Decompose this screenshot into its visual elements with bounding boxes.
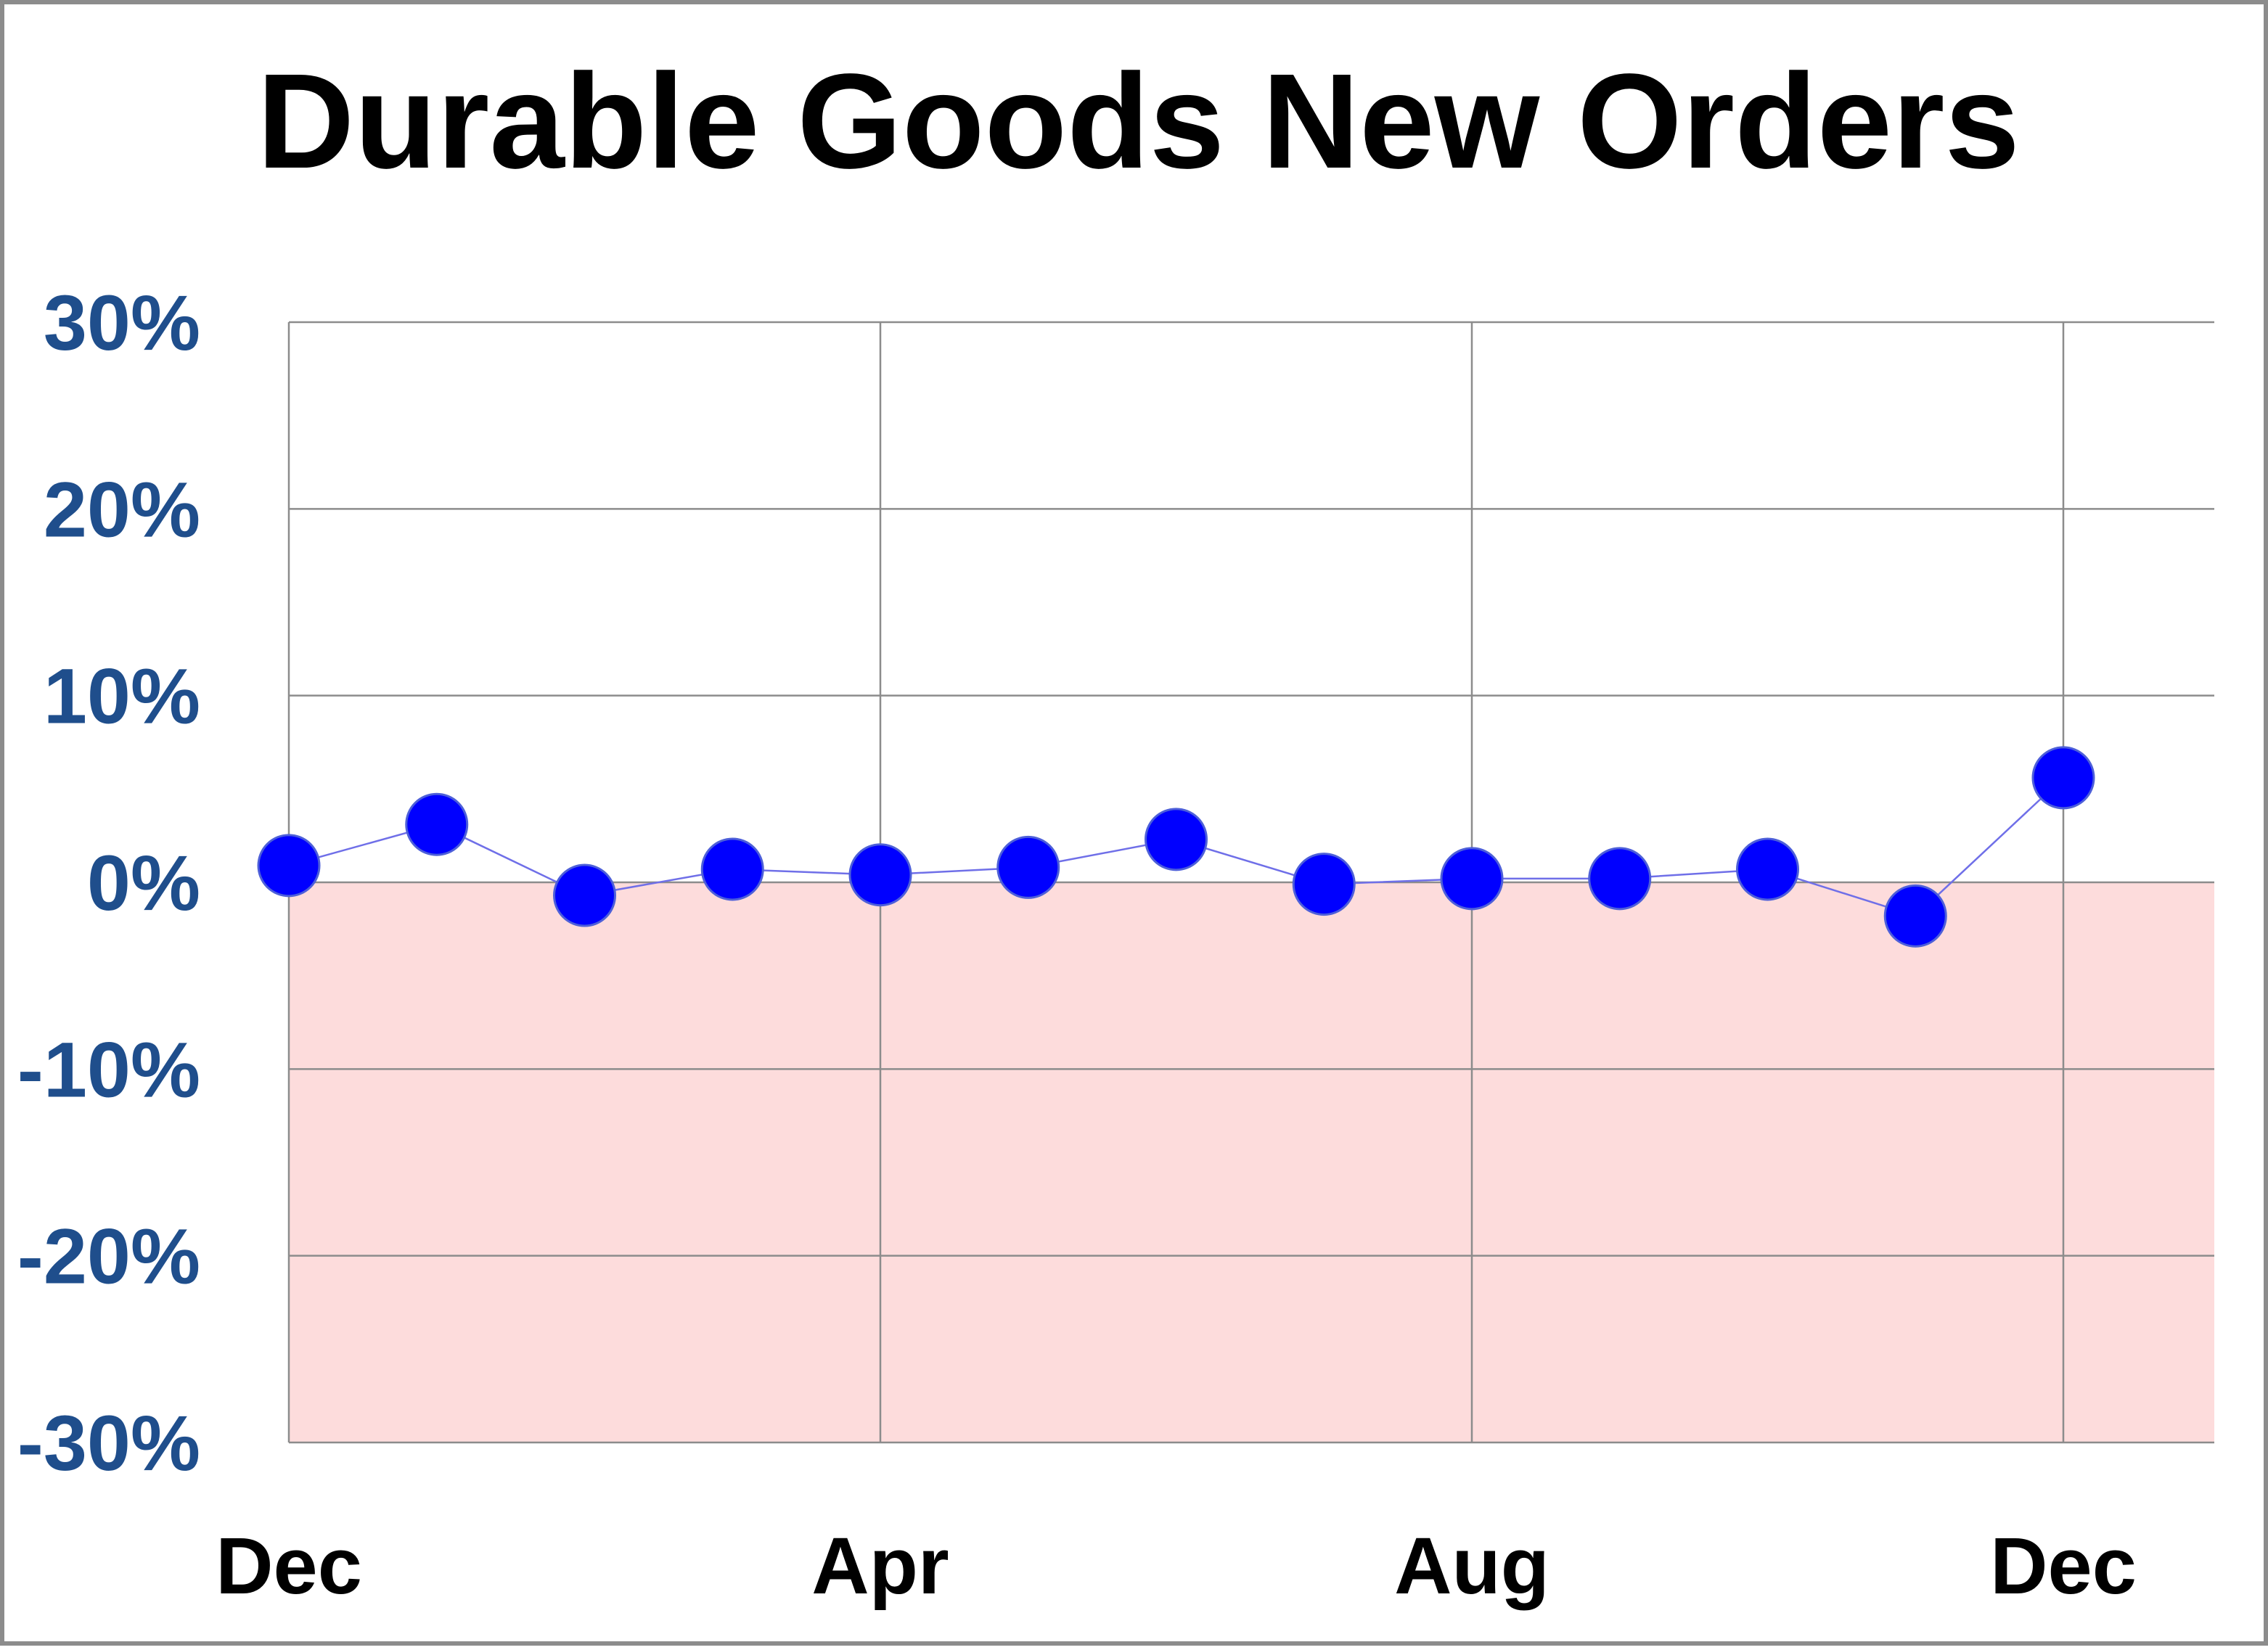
data-point xyxy=(1145,808,1208,871)
negative-region xyxy=(289,882,2214,1442)
data-point xyxy=(700,837,764,901)
data-point xyxy=(1736,837,1799,901)
y-tick-label: -10% xyxy=(17,1025,200,1113)
x-tick-label: Apr xyxy=(811,1522,949,1611)
x-tick-label: Aug xyxy=(1394,1522,1549,1611)
data-point xyxy=(405,792,469,856)
chart-plot: 30%20%10%0%-10%-20%-30%Dec Apr Aug Dec xyxy=(17,279,2214,1611)
data-point xyxy=(1883,884,1947,948)
y-tick-label: -20% xyxy=(17,1212,200,1300)
data-point xyxy=(553,863,616,927)
x-tick-label: Dec xyxy=(1990,1522,2137,1611)
y-tick-label: 0% xyxy=(87,839,200,927)
data-point xyxy=(848,843,912,907)
data-point xyxy=(996,835,1060,899)
data-point xyxy=(2031,746,2095,810)
y-tick-label: 20% xyxy=(44,465,200,553)
data-point xyxy=(257,834,321,898)
data-point xyxy=(1588,847,1652,911)
chart-title: Durable Goods New Orders xyxy=(257,46,2020,197)
x-tick-label: Dec xyxy=(216,1522,362,1611)
y-tick-label: -30% xyxy=(17,1399,200,1487)
data-point xyxy=(1292,853,1356,916)
y-tick-label: 30% xyxy=(44,279,200,366)
y-tick-label: 10% xyxy=(44,652,200,740)
data-point xyxy=(1440,847,1504,911)
